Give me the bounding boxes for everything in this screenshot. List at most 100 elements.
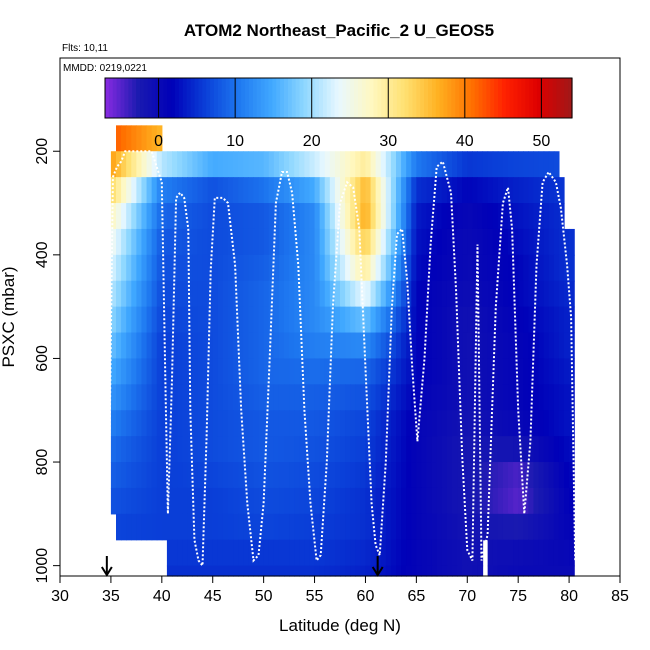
heatmap-cell xyxy=(523,228,529,256)
heatmap-cell xyxy=(314,436,321,463)
heatmap-cell xyxy=(497,565,504,577)
y-tick-label: 800 xyxy=(34,449,51,476)
heatmap-cell xyxy=(345,332,351,360)
heatmap-cell xyxy=(258,384,265,411)
heatmap-cell xyxy=(350,513,356,541)
heatmap-cell xyxy=(248,539,255,567)
heatmap-cell xyxy=(238,228,244,256)
heatmap-cell xyxy=(441,462,448,489)
heatmap-cell xyxy=(329,462,336,489)
heatmap-cell xyxy=(217,487,224,515)
heatmap-cell xyxy=(121,177,127,204)
heatmap-cell xyxy=(350,151,356,178)
heatmap-cell xyxy=(523,410,529,437)
heatmap-cell xyxy=(324,436,331,463)
heatmap-cell xyxy=(487,487,494,515)
heatmap-cell xyxy=(212,280,219,308)
heatmap-cell xyxy=(411,487,417,515)
heatmap-cell xyxy=(202,177,209,204)
heatmap-cell xyxy=(222,306,229,334)
heatmap-cell xyxy=(411,151,417,178)
heatmap-cell xyxy=(462,436,468,463)
heatmap-cell xyxy=(131,332,137,360)
heatmap-cell xyxy=(253,151,260,178)
heatmap-cell xyxy=(396,539,402,567)
heatmap-cell xyxy=(385,539,392,567)
heatmap-cell xyxy=(161,228,168,256)
y-tick-label: 600 xyxy=(34,345,51,372)
heatmap-cell xyxy=(289,513,295,541)
heatmap-cell xyxy=(233,513,239,541)
heatmap-cell xyxy=(436,254,443,282)
heatmap-cell xyxy=(131,306,137,334)
heatmap-cell xyxy=(233,306,239,334)
heatmap-cell xyxy=(457,254,463,282)
heatmap-cell xyxy=(243,306,249,334)
colorbar-strip xyxy=(513,78,519,118)
heatmap-cell xyxy=(284,487,290,515)
heatmap-cell xyxy=(289,203,295,230)
heatmap-cell xyxy=(329,436,336,463)
colorbar-strip xyxy=(120,78,126,118)
heatmap-cell xyxy=(431,306,438,334)
heatmap-cell xyxy=(553,332,560,360)
heatmap-cell xyxy=(299,151,305,178)
heatmap-cell xyxy=(284,462,290,489)
heatmap-cell xyxy=(518,151,524,178)
heatmap-cell xyxy=(543,410,550,437)
heatmap-cell xyxy=(543,487,550,515)
heatmap-cell xyxy=(380,151,387,178)
heatmap-cell xyxy=(334,280,341,308)
heatmap-cell xyxy=(477,565,484,577)
heatmap-cell xyxy=(126,332,132,360)
heatmap-cell xyxy=(497,203,504,230)
heatmap-cell xyxy=(538,410,545,437)
heatmap-cell xyxy=(263,332,270,360)
heatmap-cell xyxy=(156,125,163,152)
heatmap-cell xyxy=(289,151,295,178)
heatmap-cell xyxy=(151,280,158,308)
heatmap-cell xyxy=(406,177,412,204)
heatmap-cell xyxy=(207,203,214,230)
heatmap-cell xyxy=(436,228,443,256)
heatmap-cell xyxy=(431,203,438,230)
heatmap-cell xyxy=(329,384,336,411)
heatmap-cell xyxy=(126,254,132,282)
heatmap-cell xyxy=(228,177,234,204)
colorbar-strip xyxy=(540,78,546,118)
heatmap-cell xyxy=(350,436,356,463)
heatmap-cell xyxy=(116,280,122,308)
heatmap-cell xyxy=(309,565,316,577)
colorbar-strip xyxy=(171,78,176,118)
heatmap-cell xyxy=(314,358,321,385)
heatmap-cell xyxy=(375,280,382,308)
heatmap-cell xyxy=(182,177,188,204)
heatmap-cell xyxy=(513,151,519,178)
heatmap-cell xyxy=(238,539,244,567)
heatmap-cell xyxy=(299,565,305,577)
heatmap-cell xyxy=(136,203,143,230)
heatmap-cell xyxy=(197,228,204,256)
heatmap-cell xyxy=(340,177,346,204)
heatmap-cell xyxy=(263,410,270,437)
heatmap-cell xyxy=(314,410,321,437)
heatmap-cell xyxy=(126,306,132,334)
heatmap-cell xyxy=(472,203,479,230)
heatmap-cell xyxy=(528,228,535,256)
heatmap-cell xyxy=(421,177,428,204)
heatmap-cell xyxy=(177,306,183,334)
heatmap-cell xyxy=(492,410,499,437)
heatmap-cell xyxy=(126,410,132,437)
heatmap-cell xyxy=(380,306,387,334)
colorbar-strip xyxy=(112,78,118,118)
colorbar-strip xyxy=(233,78,238,118)
heatmap-cell xyxy=(319,177,326,204)
heatmap-cell xyxy=(243,487,249,515)
heatmap-cell xyxy=(314,228,321,256)
heatmap-cell xyxy=(131,410,137,437)
heatmap-cell xyxy=(268,228,275,256)
heatmap-cell xyxy=(508,332,514,360)
heatmap-cell xyxy=(553,358,560,385)
heatmap-cell xyxy=(268,513,275,541)
heatmap-cell xyxy=(228,332,234,360)
